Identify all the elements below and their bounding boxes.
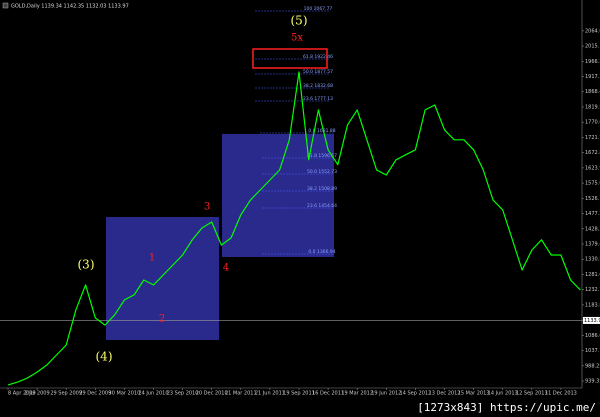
y-tick-label: 939.35	[585, 379, 600, 385]
y-tick-label: 1672.85	[585, 150, 600, 156]
y-tick-label: 1721.75	[585, 135, 600, 141]
wave-label: 1	[149, 253, 155, 264]
x-tick-label: 19 Sep 2011	[283, 391, 315, 397]
x-tick-label: 11 Dec 2013	[545, 391, 577, 397]
wave-label: 5x	[291, 33, 303, 44]
x-tick-label: 19 Mar 2012	[341, 391, 373, 397]
wave-label: (5)	[291, 14, 308, 28]
x-tick-label: 14 Jun 2013	[488, 391, 518, 397]
y-tick-label: 1281.65	[585, 272, 600, 278]
fib-label: 38.2 1832.68	[303, 83, 333, 89]
y-tick-label: 1623.95	[585, 165, 600, 171]
x-tick-label: 12 Sep 2013	[516, 391, 548, 397]
x-tick-label: 15 Mar 2013	[458, 391, 490, 397]
fib-label: 0.0 1366.94	[308, 249, 335, 255]
wave-label: (4)	[96, 350, 113, 364]
x-tick-label: 21 Jun 2011	[255, 391, 285, 397]
x-tick-label: 16 Dec 2011	[312, 391, 344, 397]
y-tick-label: 1575.05	[585, 181, 600, 187]
y-tick-label: 988.25	[585, 363, 600, 369]
x-tick-label: 13 Dec 2012	[429, 391, 461, 397]
watermark: [1273x843] https://upic.me/	[417, 401, 596, 414]
fib-label: 23.6 1777.13	[303, 96, 333, 102]
symbol-icon	[2, 2, 9, 9]
y-tick-label: 1330.55	[585, 257, 600, 263]
y-tick-label: 1868.45	[585, 89, 600, 95]
x-tick-label: 19 Jun 2012	[371, 391, 401, 397]
wave-label: (3)	[78, 258, 95, 272]
x-tick-label: 29 Dec 2009	[79, 391, 111, 397]
wave-box	[106, 217, 219, 340]
y-tick-label: 1086.05	[585, 333, 600, 339]
watermark-bg	[437, 399, 600, 417]
x-tick-label: 24 Jun 2010	[138, 391, 168, 397]
y-tick-label: 1232.75	[585, 287, 600, 293]
highlight-box	[252, 48, 328, 69]
fib-label: 61.8 1922.46	[303, 54, 333, 60]
y-tick-label: 1526.15	[585, 196, 600, 202]
fib-label: 38.2 1508.89	[307, 186, 337, 192]
chart-title: GOLD,Daily 1139.34 1142.35 1132.03 1133.…	[11, 4, 129, 10]
fib-label: 61.8 1596.57	[307, 153, 337, 159]
y-tick-label: 1183.85	[585, 302, 600, 308]
y-tick-label: 1379.45	[585, 242, 600, 248]
price-label-bg	[583, 316, 600, 324]
fib-label: 23.6 1454.64	[307, 203, 337, 209]
x-tick-label: 8 Apr 2009	[8, 391, 36, 397]
y-tick-label: 2064.05	[585, 28, 600, 34]
y-tick-label: 1917.35	[585, 74, 600, 80]
x-tick-label: 20 Dec 2010	[196, 391, 228, 397]
wave-box	[222, 134, 334, 257]
x-tick-label: 23 Sep 2010	[167, 391, 199, 397]
wave-label: 3	[204, 202, 210, 213]
fib-label: 50.0 1552.73	[307, 169, 337, 175]
y-tick-label: 1966.25	[585, 59, 600, 65]
price-label: 1133.97	[584, 318, 600, 324]
x-tick-label: 21 Mar 2011	[225, 391, 257, 397]
wave-label: 4	[223, 263, 229, 274]
fib-label: 0.0 1681.88	[308, 128, 335, 134]
y-tick-label: 1819.55	[585, 104, 600, 110]
y-tick-label: 2015.15	[585, 44, 600, 50]
fib-label: 100 2067.77	[304, 6, 333, 12]
x-tick-label: 29 Sep 2009	[50, 391, 82, 397]
x-tick-label: 30 Mar 2010	[109, 391, 141, 397]
price-line-series	[7, 71, 581, 386]
y-tick-label: 1477.25	[585, 211, 600, 217]
wave-label: 2	[159, 314, 165, 325]
y-tick-label: 1428.35	[585, 226, 600, 232]
y-tick-label: 1037.15	[585, 348, 600, 354]
x-tick-label: 14 Sep 2012	[400, 391, 432, 397]
y-tick-label: 1770.65	[585, 120, 600, 126]
fib-label: 50.0 1877.57	[303, 69, 333, 75]
x-tick-label: 2 Jul 2009	[25, 391, 50, 397]
